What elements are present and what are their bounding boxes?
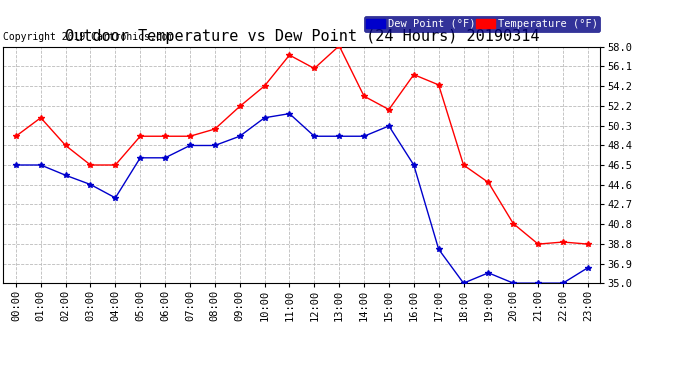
Legend: Dew Point (°F), Temperature (°F): Dew Point (°F), Temperature (°F) bbox=[364, 16, 600, 32]
Text: Copyright 2019 Cartronics.com: Copyright 2019 Cartronics.com bbox=[3, 32, 174, 42]
Title: Outdoor Temperature vs Dew Point (24 Hours) 20190314: Outdoor Temperature vs Dew Point (24 Hou… bbox=[65, 29, 539, 44]
